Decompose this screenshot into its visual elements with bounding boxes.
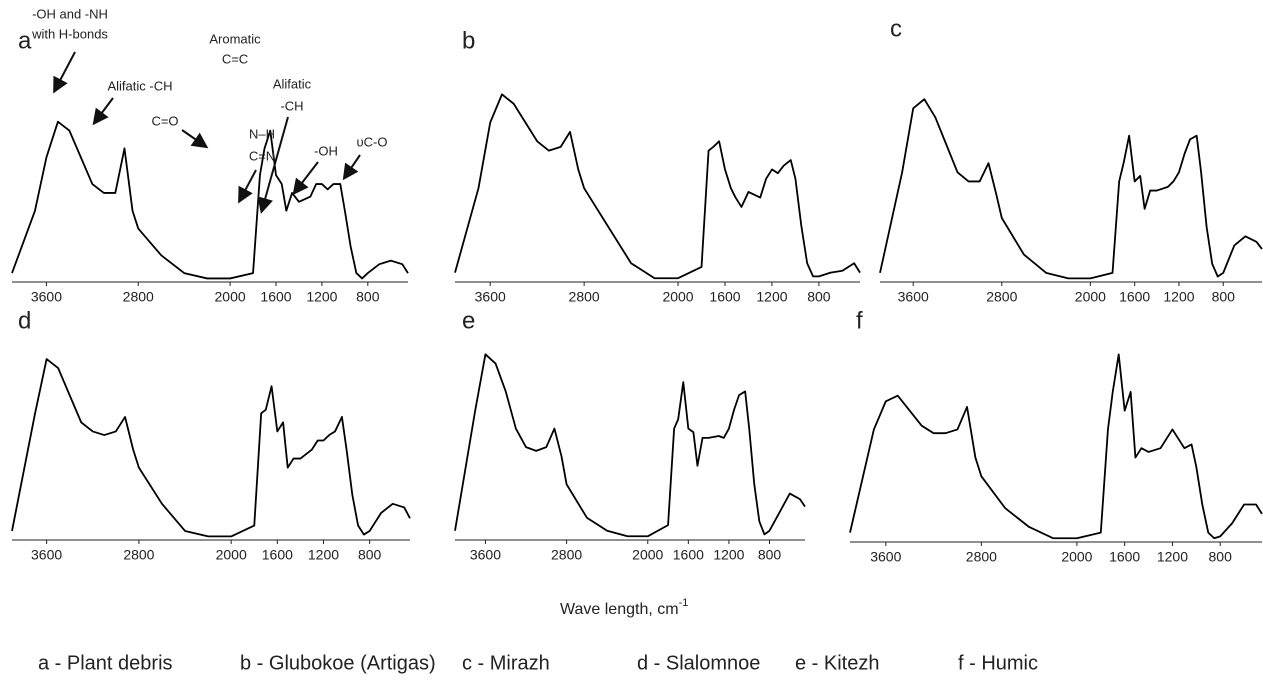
spectrum-line xyxy=(454,353,806,538)
x-tick-label: 2800 xyxy=(569,289,600,305)
spectrum-line xyxy=(11,358,411,538)
x-tick-label: 1600 xyxy=(673,547,704,563)
x-tick-label: 2000 xyxy=(215,289,246,305)
panel-label: a xyxy=(18,27,32,54)
x-tick-label: 1200 xyxy=(1157,549,1188,565)
x-tick-label: 3600 xyxy=(31,547,62,563)
x-tick-label: 2000 xyxy=(1075,289,1106,305)
x-tick-label: 3600 xyxy=(31,289,62,305)
annotation: N–H xyxy=(249,126,275,141)
x-tick-label: 3600 xyxy=(898,289,929,305)
annotation-arrow xyxy=(342,154,361,181)
spectrum-line xyxy=(454,93,861,280)
x-tick-label: 2800 xyxy=(551,547,582,563)
x-tick-label: 1600 xyxy=(1119,289,1150,305)
x-tick-label: 2000 xyxy=(216,547,247,563)
annotation: Aromatic xyxy=(209,31,261,46)
annotation: Alifatic -CH xyxy=(107,78,172,93)
x-tick-label: 3600 xyxy=(475,289,506,305)
x-axis-label: Wave length, cm-1 xyxy=(560,597,688,618)
x-tick-label: 800 xyxy=(1212,289,1236,305)
annotation: -OH and -NH xyxy=(32,6,108,21)
annotation-arrow xyxy=(181,129,209,149)
annotation: with H-bonds xyxy=(31,26,108,41)
annotation: C=N xyxy=(249,148,275,163)
annotation-arrow xyxy=(92,97,114,126)
x-tick-label: 3600 xyxy=(870,549,901,565)
legend-entry: f - Humic xyxy=(958,652,1038,674)
x-tick-label: 2000 xyxy=(1061,549,1092,565)
x-tick-label: 1600 xyxy=(260,289,291,305)
x-tick-label: 2800 xyxy=(123,547,154,563)
panel-label: c xyxy=(890,15,902,42)
spectrum-line xyxy=(879,98,1263,280)
x-tick-label: 3600 xyxy=(470,547,501,563)
x-tick-label: 800 xyxy=(807,289,831,305)
x-tick-label: 1200 xyxy=(1163,289,1194,305)
x-tick-label: 2800 xyxy=(123,289,154,305)
legend-entry: e - Kitezh xyxy=(795,652,879,674)
x-tick-label: 800 xyxy=(1209,549,1233,565)
annotation-arrow xyxy=(292,161,319,196)
x-tick-label: 1200 xyxy=(756,289,787,305)
annotation: -OH xyxy=(314,143,338,158)
annotation: υC-O xyxy=(357,134,388,149)
spectrum-line xyxy=(849,353,1263,540)
x-tick-label: 1600 xyxy=(709,289,740,305)
annotation: Alifatic xyxy=(273,76,312,91)
legend-entry: a - Plant debris xyxy=(38,652,173,674)
legend-entry: d - Slalomnoe xyxy=(637,652,760,674)
x-tick-label: 1200 xyxy=(713,547,744,563)
x-tick-label: 2800 xyxy=(986,289,1017,305)
x-tick-label: 2000 xyxy=(662,289,693,305)
x-tick-label: 1200 xyxy=(308,547,339,563)
annotation: C=O xyxy=(151,113,178,128)
spectrum-line xyxy=(11,120,409,280)
annotation-arrow xyxy=(238,169,257,204)
annotation: -CH xyxy=(280,98,303,113)
x-tick-label: 2000 xyxy=(632,547,663,563)
panel-label: f xyxy=(856,307,863,334)
panel-label: d xyxy=(18,307,31,334)
x-tick-label: 2800 xyxy=(966,549,997,565)
annotation-arrow xyxy=(257,116,289,214)
annotation: C=C xyxy=(222,51,248,66)
x-label-text: Wave length, cm xyxy=(560,601,679,618)
x-tick-label: 1600 xyxy=(1109,549,1140,565)
legend-entry: c - Mirazh xyxy=(462,652,550,674)
panel-label: e xyxy=(462,307,475,334)
x-tick-label: 1600 xyxy=(262,547,293,563)
legend-entry: b - Glubokoe (Artigas) xyxy=(240,652,436,674)
x-label-sup: -1 xyxy=(679,597,689,609)
annotation-arrow xyxy=(53,51,76,94)
x-tick-label: 800 xyxy=(356,289,380,305)
x-tick-label: 800 xyxy=(758,547,782,563)
x-tick-label: 1200 xyxy=(306,289,337,305)
panel-label: b xyxy=(462,27,475,54)
x-tick-label: 800 xyxy=(358,547,382,563)
